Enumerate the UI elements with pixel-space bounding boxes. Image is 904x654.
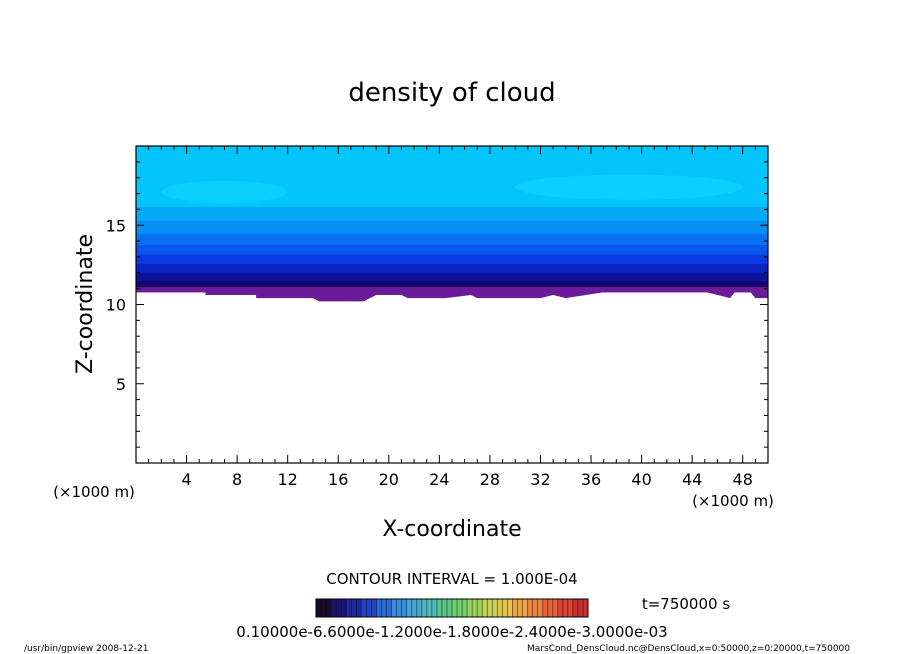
x-tick-label: 4 (181, 470, 191, 489)
bright-patch-2 (515, 174, 743, 200)
x-unit-right-label: (×1000 m) (692, 492, 774, 510)
cloud-level-4 (136, 263, 768, 274)
colorbar-tick-labels: 0.10000e-6.6000e-1.2000e-1.8000e-2.4000e… (236, 623, 667, 641)
x-tick-label: 44 (682, 470, 702, 489)
x-tick-label: 16 (328, 470, 348, 489)
colorbar-swatch (482, 599, 498, 617)
cloud-level-8 (136, 220, 768, 234)
footer-right: MarsCond_DensCloud.nc@DensCloud,x=0:5000… (527, 644, 850, 654)
colorbar-swatch (497, 599, 513, 617)
y-tick-label: 5 (116, 375, 126, 394)
colorbar-swatch (406, 599, 423, 617)
cloud-level-5 (136, 253, 768, 264)
x-tick-label: 8 (232, 470, 242, 489)
bright-patch-1 (161, 180, 288, 204)
colorbar-swatch (557, 599, 574, 617)
y-axis-label: Z-coordinate (73, 234, 98, 374)
x-tick-label: 40 (631, 470, 651, 489)
cloud-base (136, 287, 768, 302)
x-axis-label: X-coordinate (382, 517, 521, 542)
cloud-level-6 (136, 244, 768, 255)
colorbar-swatch (527, 599, 543, 617)
colorbar-swatch (361, 599, 377, 617)
colorbar-swatch (346, 599, 362, 617)
colorbar-swatch (331, 599, 347, 617)
footer-left: /usr/bin/gpview 2008-12-21 (24, 644, 148, 654)
x-tick-label: 36 (581, 470, 601, 489)
plot-area (136, 146, 768, 302)
colorbar-swatch (542, 599, 559, 617)
chart-title: density of cloud (348, 78, 555, 108)
colorbar (315, 598, 589, 618)
colorbar-swatch (376, 599, 392, 617)
cloud-level-3 (136, 272, 768, 282)
colorbar-swatch (512, 599, 528, 617)
cloud-level-7 (136, 233, 768, 245)
colorbar-swatch (572, 599, 589, 617)
time-label: t=750000 s (642, 595, 730, 613)
cloud-level-2 (136, 280, 768, 288)
colorbar-swatch (316, 599, 332, 617)
colorbar-swatch (421, 599, 438, 617)
x-unit-left-label: (×1000 m) (53, 483, 135, 501)
x-tick-label: 12 (278, 470, 298, 489)
colorbar-swatch (436, 599, 453, 617)
y-tick-label: 15 (106, 216, 126, 235)
x-tick-label: 20 (379, 470, 399, 489)
x-tick-label: 28 (480, 470, 500, 489)
contour-interval-label: CONTOUR INTERVAL = 1.000E-04 (326, 570, 577, 588)
colorbar-swatch (467, 599, 483, 617)
x-tick-label: 32 (530, 470, 550, 489)
colorbar-swatch (391, 599, 407, 617)
cloud-level-9 (136, 206, 768, 222)
y-tick-label: 10 (106, 296, 126, 315)
x-tick-label: 48 (733, 470, 753, 489)
x-tick-label: 24 (429, 470, 449, 489)
colorbar-swatch (452, 599, 468, 617)
colorbar-frame (315, 598, 589, 618)
